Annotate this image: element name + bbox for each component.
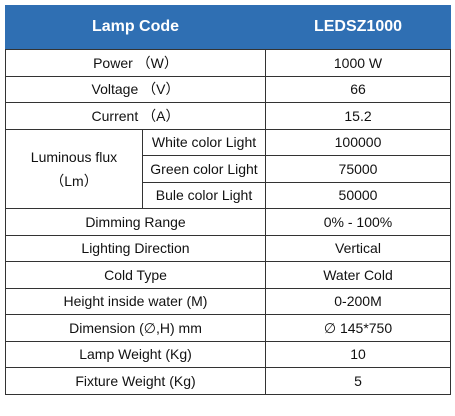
spec-table-container: Lamp Code LEDSZ1000 Power （W） 1000 W Vol…: [5, 5, 451, 395]
table-row: Lamp Weight (Kg) 10: [5, 340, 451, 368]
table-row: Lighting Direction Vertical: [5, 234, 451, 262]
sub-row-label: Bule color Light: [142, 181, 266, 209]
row-value: 5: [265, 367, 451, 395]
row-value: 0-200M: [265, 287, 451, 315]
table-row: Cold Type Water Cold: [5, 261, 451, 289]
luminous-flux-label: Luminous flux （Lm）: [5, 128, 143, 209]
row-value: 15.2: [265, 102, 451, 130]
table-row: Dimming Range 0% - 100%: [5, 208, 451, 236]
row-label: Voltage （V）: [5, 75, 266, 103]
row-label: Current （A）: [5, 102, 266, 130]
table-row: Bule color Light 50000: [6, 181, 451, 209]
row-value: 100000: [265, 128, 451, 156]
row-value: ∅ 145*750: [265, 314, 451, 342]
row-label: Power （W）: [5, 49, 266, 77]
sub-row-label: White color Light: [142, 128, 266, 156]
row-label: Lighting Direction: [5, 234, 266, 262]
table-row: Height inside water (M) 0-200M: [5, 287, 451, 315]
header-model-code: LEDSZ1000: [265, 5, 451, 50]
table-row: Current （A） 15.2: [5, 102, 451, 130]
row-value: Water Cold: [265, 261, 451, 289]
row-label: Fixture Weight (Kg): [5, 367, 266, 395]
luminous-flux-unit: （Lm）: [50, 172, 98, 189]
row-value: 66: [265, 75, 451, 103]
header-lamp-code: Lamp Code: [5, 5, 266, 50]
table-row: Dimension (∅,H) mm ∅ 145*750: [5, 314, 451, 342]
table-row: Green color Light 75000: [6, 155, 451, 183]
row-label: Cold Type: [5, 261, 266, 289]
row-label: Dimension (∅,H) mm: [5, 314, 266, 342]
row-value: 0% - 100%: [265, 208, 451, 236]
table-row: Voltage （V） 66: [5, 75, 451, 103]
row-value: 10: [265, 340, 451, 368]
row-label: Lamp Weight (Kg): [5, 340, 266, 368]
table-row: Fixture Weight (Kg) 5: [5, 367, 451, 395]
sub-row-label: Green color Light: [142, 155, 266, 183]
row-value: Vertical: [265, 234, 451, 262]
row-label: Dimming Range: [5, 208, 266, 236]
spec-table: Lamp Code LEDSZ1000 Power （W） 1000 W Vol…: [5, 5, 451, 395]
table-header-row: Lamp Code LEDSZ1000: [5, 5, 451, 50]
row-value: 1000 W: [265, 49, 451, 77]
row-value: 50000: [265, 181, 451, 209]
table-row: Luminous flux （Lm） White color Light 100…: [5, 128, 451, 209]
row-label: Height inside water (M): [5, 287, 266, 315]
luminous-flux-title: Luminous flux: [30, 148, 118, 165]
row-value: 75000: [265, 155, 451, 183]
table-row: Power （W） 1000 W: [5, 49, 451, 77]
